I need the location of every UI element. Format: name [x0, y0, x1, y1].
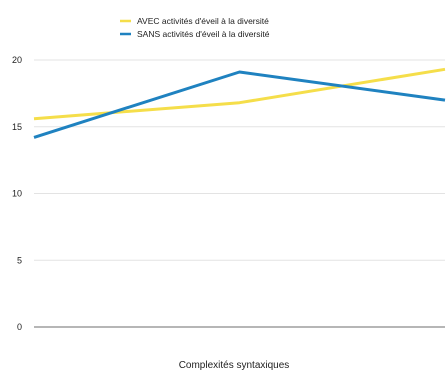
- x-axis-title: Complexités syntaxiques: [179, 360, 290, 371]
- y-tick-label: 20: [12, 55, 22, 65]
- y-tick-label: 5: [17, 255, 22, 265]
- series-line-sans: [33, 70, 446, 139]
- y-tick-label: 10: [12, 189, 22, 199]
- legend-label-avec: AVEC activités d'éveil à la diversité: [137, 16, 269, 26]
- series-lines: [33, 67, 446, 139]
- y-tick-label: 0: [17, 322, 22, 332]
- series-line-avec: [33, 67, 446, 121]
- legend-label-sans: SANS activités d'éveil à la diversité: [137, 29, 270, 39]
- y-gridlines: [34, 59, 445, 328]
- legend: AVEC activités d'éveil à la diversité SA…: [120, 16, 270, 39]
- y-axis-tick-labels: 0 5 10 15 20: [12, 55, 22, 332]
- y-tick-label: 15: [12, 122, 22, 132]
